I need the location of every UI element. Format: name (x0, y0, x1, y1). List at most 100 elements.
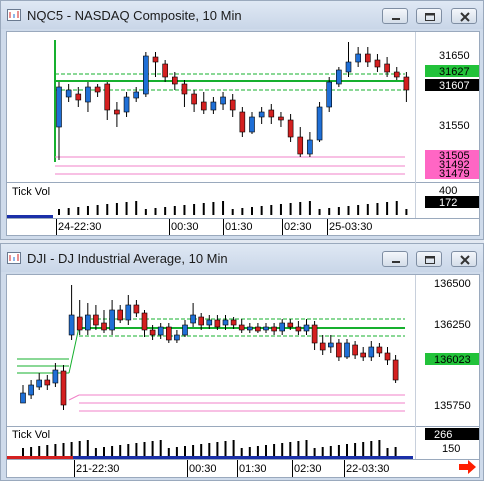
right-arrow-icon[interactable] (459, 460, 476, 474)
title-bar[interactable]: NQC5 - NASDAQ Composite, 10 Min (1, 1, 483, 29)
window-title: DJI - DJ Industrial Average, 10 Min (27, 251, 228, 266)
volume-bar (77, 207, 80, 215)
candle-body (295, 326, 302, 332)
candle-body (68, 314, 75, 336)
candle-body (384, 63, 390, 73)
volume-bar (208, 443, 211, 456)
price-marker: 31492 (439, 159, 470, 171)
candle-body (403, 76, 410, 91)
candle-body (287, 119, 294, 138)
volume-bar (212, 202, 215, 215)
candle-body (230, 319, 237, 326)
volume-bar (143, 442, 146, 456)
candle-body (220, 96, 226, 105)
candle-body (287, 322, 294, 328)
volume-bar (270, 205, 273, 215)
minimize-button[interactable] (382, 251, 408, 267)
restore-button[interactable] (416, 8, 442, 24)
chart-area[interactable]: 31650 31550 31627 31607 31505 31492 3147… (6, 31, 480, 236)
volume-bar (94, 448, 97, 456)
candle-body (279, 322, 286, 332)
volume-bar (103, 447, 105, 456)
candle-body (114, 109, 120, 115)
time-axis-label: 01:30 (225, 221, 253, 233)
candle-body (152, 56, 159, 63)
candle-body (85, 314, 91, 331)
candle-body (123, 96, 130, 113)
volume-bar (70, 442, 73, 456)
volume-bar (289, 442, 292, 456)
chart-area[interactable]: 136500 136250 135750 136023 Tick Vol 266… (6, 274, 480, 478)
volume-bar (200, 444, 203, 456)
candle-body (307, 139, 313, 155)
candle-body (85, 86, 91, 103)
close-icon (460, 255, 470, 265)
volume-bar (260, 206, 263, 215)
volume-bar (241, 208, 244, 215)
volume-bar (347, 206, 350, 215)
volume-bar (175, 447, 178, 456)
volume-bar (184, 446, 186, 456)
volume-bar (54, 444, 57, 456)
volume-bar (164, 207, 167, 215)
title-bar[interactable]: DJI - DJ Industrial Average, 10 Min (1, 244, 483, 272)
candle-body (206, 319, 213, 326)
volume-bar (96, 205, 99, 215)
restore-button[interactable] (416, 251, 442, 267)
volume-bar (394, 447, 397, 456)
volume-bar (405, 209, 408, 215)
candle-body (360, 352, 367, 358)
volume-bar (67, 208, 70, 215)
candle-body (117, 309, 123, 321)
candle-body (268, 109, 275, 118)
volume-bar (183, 205, 186, 215)
volume-bar (354, 443, 357, 456)
volume-bar (30, 447, 33, 456)
minimize-icon (392, 18, 400, 20)
candle-body (101, 322, 107, 331)
candle-body (104, 83, 111, 111)
close-button[interactable] (451, 8, 477, 24)
volume-label: Tick Vol (12, 186, 50, 198)
marker-bg (425, 79, 479, 91)
candle-body (133, 304, 140, 314)
volume-bar (337, 207, 340, 215)
candle-body (316, 106, 323, 141)
chart-window-icon (7, 252, 21, 264)
candle-body (319, 342, 326, 351)
candle-body (393, 71, 400, 78)
candle-body (157, 326, 164, 336)
candle-body (303, 324, 310, 332)
volume-bar (222, 201, 225, 215)
time-axis-label: 02:30 (294, 463, 322, 475)
window-title: NQC5 - NASDAQ Composite, 10 Min (27, 8, 242, 23)
candle-body (255, 326, 261, 332)
volume-bar (362, 442, 365, 456)
candle-body (28, 384, 34, 396)
volume-bar (256, 446, 259, 456)
candle-body (200, 101, 207, 111)
minimize-button[interactable] (382, 8, 408, 24)
candle-body (75, 93, 82, 101)
volume-bar (167, 448, 170, 456)
candle-body (166, 326, 172, 341)
volume-bar (337, 445, 340, 456)
time-axis-label: 21-22:30 (76, 463, 119, 475)
price-axis-label: 31550 (439, 120, 470, 132)
volume-bar (231, 209, 234, 215)
volume-bar (366, 204, 369, 215)
volume-bar (328, 208, 331, 215)
candle-body (368, 346, 375, 358)
candle-body (181, 83, 188, 95)
candle-body (345, 61, 352, 73)
candle-body (133, 91, 139, 99)
volume-bar (370, 441, 373, 456)
candle-body (311, 324, 318, 344)
candle-body (214, 319, 221, 328)
candle-body (384, 352, 391, 361)
close-button[interactable] (451, 251, 477, 267)
volume-bar (127, 444, 130, 456)
candle-body (336, 69, 342, 85)
price-marker: 136023 (434, 354, 471, 366)
volume-bar (251, 207, 253, 215)
